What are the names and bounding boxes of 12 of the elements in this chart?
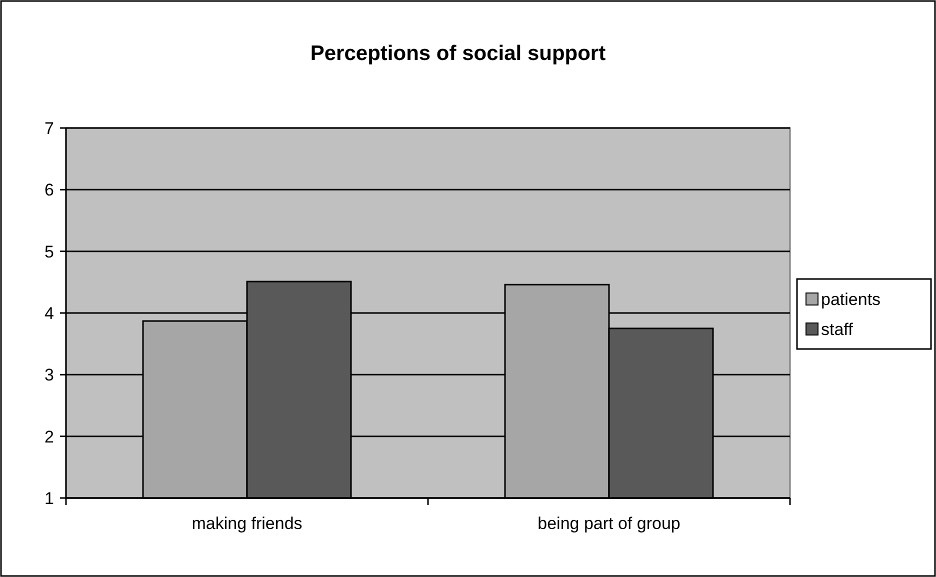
y-tick-label: 6 <box>44 180 54 200</box>
x-tick-label: being part of group <box>538 514 680 533</box>
y-tick-label: 4 <box>44 304 54 323</box>
chart-title: Perceptions of social support <box>310 42 606 65</box>
x-tick-label: making friends <box>192 514 302 533</box>
y-tick-label: 1 <box>44 488 54 508</box>
y-tick-label: 7 <box>44 118 54 138</box>
legend-label: staff <box>821 320 854 339</box>
y-tick-label: 2 <box>44 427 54 446</box>
legend-label: patients <box>821 290 881 309</box>
y-tick-label: 3 <box>44 366 54 385</box>
y-tick-label: 5 <box>44 242 54 262</box>
